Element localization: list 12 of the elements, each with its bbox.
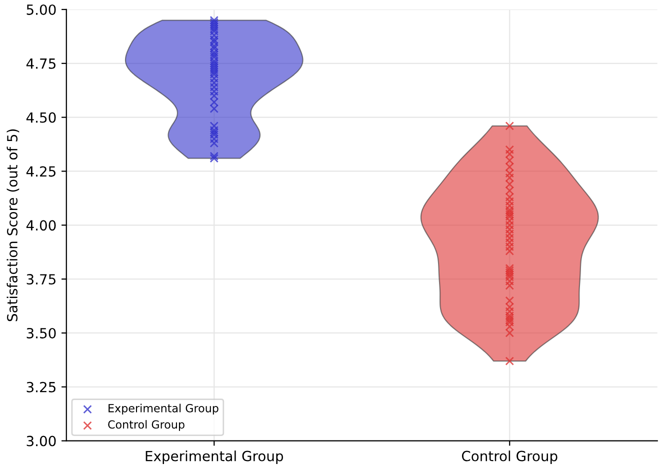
legend-label: Control Group	[108, 420, 184, 431]
y-axis-title: Satisfaction Score (out of 5)	[6, 129, 20, 322]
y-tick-label: 3.00	[26, 436, 56, 446]
y-tick-label: 4.25	[26, 166, 56, 177]
y-tick-label: 5.00	[26, 4, 56, 15]
y-tick-label: 4.00	[26, 220, 56, 231]
y-tick-label: 3.25	[26, 382, 56, 392]
y-tick-label: 3.50	[26, 328, 56, 338]
y-tick-label: 4.75	[26, 58, 56, 69]
y-tick-label: 4.50	[26, 112, 56, 123]
y-tick-label: 3.75	[26, 274, 56, 285]
legend-label: Experimental Group	[108, 404, 218, 415]
